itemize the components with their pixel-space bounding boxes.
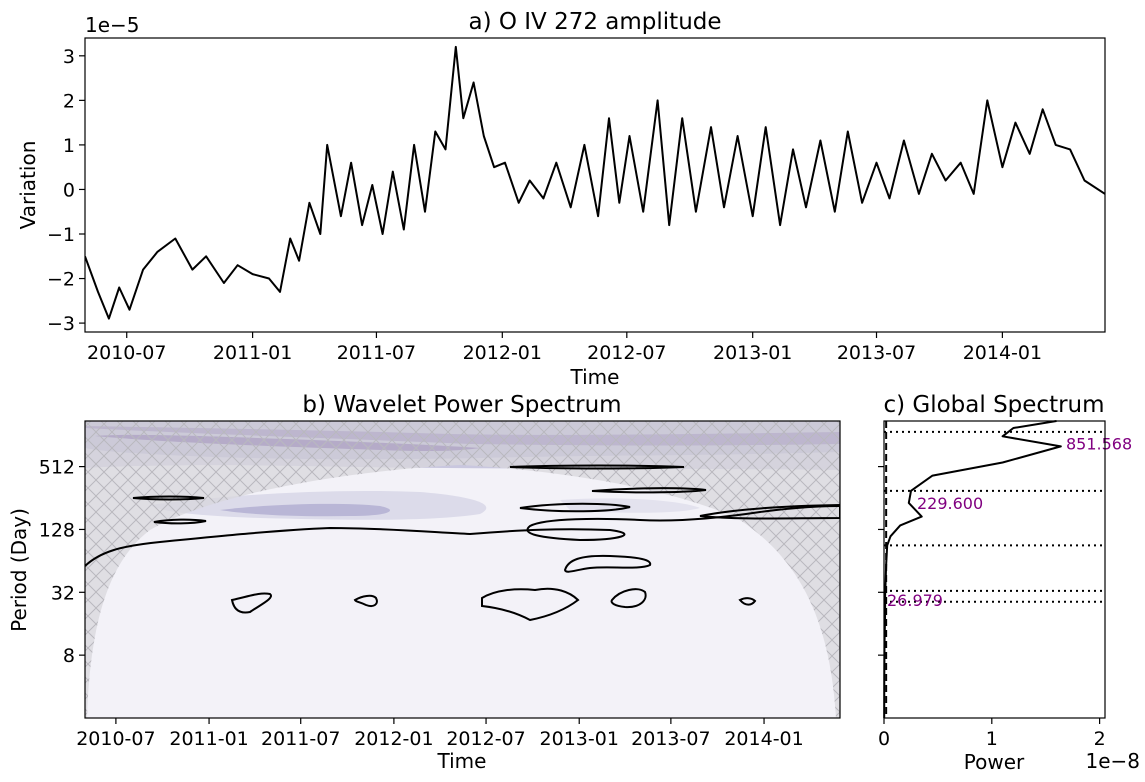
panel-c-x-label: Power [964, 750, 1025, 774]
x-tick-label: 2014-01 [963, 342, 1042, 364]
y-tick-label: −3 [47, 313, 75, 335]
x-tick-label: 2014-01 [724, 728, 803, 750]
contour-512 [509, 464, 685, 470]
panel-b-y-ticks: 512 128 32 8 [39, 457, 85, 667]
y-tick-label: 3 [63, 46, 75, 68]
wavelet-band-128-inner [220, 503, 390, 517]
x-tick-label: 2012-01 [354, 728, 433, 750]
panel-a-y-ticks: 3 2 1 0 −1 −2 −3 [47, 46, 85, 335]
contour-28-d [610, 588, 647, 609]
x-tick-label: 1 [986, 728, 998, 750]
panel-a-x-label: Time [570, 365, 620, 389]
x-tick-label: 2013-07 [631, 728, 710, 750]
x-tick-label: 2011-01 [169, 728, 248, 750]
y-tick-label: 32 [51, 582, 75, 604]
contour-left-400 [132, 495, 205, 501]
variation-series-line [85, 45, 1105, 320]
contour-main [85, 505, 840, 567]
x-tick-label: 2011-07 [261, 728, 340, 750]
panel-a-x-ticks: 2010-07 2011-01 2011-07 2012-01 2012-07 2013-… [87, 332, 1042, 364]
panel-c-x-ticks: 0 1 2 [878, 718, 1106, 750]
time-series-panel: a) O IV 272 amplitude 1e−5 2010-07 2011-0… [16, 9, 1106, 389]
x-tick-label: 2012-07 [446, 728, 525, 750]
cone-of-influence-hatch [85, 421, 840, 718]
panel-c-x-multiplier: 1e−8 [1085, 749, 1140, 773]
x-tick-label: 2013-07 [837, 342, 916, 364]
significance-contours [85, 464, 840, 622]
panel-b-title: b) Wavelet Power Spectrum [302, 392, 621, 418]
y-tick-label: 512 [39, 457, 75, 479]
x-tick-label: 2012-07 [587, 342, 666, 364]
contour-28-a [230, 592, 272, 614]
contour-28-e [738, 597, 757, 606]
y-tick-label: 128 [39, 519, 75, 541]
y-tick-label: −1 [47, 224, 75, 246]
panel-b-x-ticks: 2010-07 2011-01 2011-07 2012-01 2012-07 2013-… [76, 718, 804, 750]
panel-c-y-ticks [878, 466, 884, 656]
x-tick-label: 0 [878, 728, 890, 750]
x-tick-label: 2011-07 [337, 342, 416, 364]
contour-right-upper [699, 503, 840, 520]
contour-left-160 [153, 518, 207, 525]
panel-b-frame [84, 420, 841, 719]
wavelet-panel: b) Wavelet Power Spectrum [7, 392, 841, 773]
panel-b-y-label: Period (Day) [7, 508, 31, 632]
x-tick-label: 2 [1094, 728, 1106, 750]
global-spectrum-plot: 851.568 229.600 26.979 [883, 420, 1132, 719]
contour-230 [519, 502, 631, 513]
panel-a-frame [84, 37, 1106, 333]
contour-28-c [481, 587, 580, 622]
x-tick-label: 2012-01 [463, 342, 542, 364]
panel-a-y-label: Variation [16, 141, 40, 230]
peak-period-label: 26.979 [887, 591, 943, 610]
global-spectrum-line [883, 420, 1062, 719]
x-tick-label: 2010-07 [87, 342, 166, 364]
contour-28-b [353, 594, 378, 608]
x-tick-label: 2011-01 [213, 342, 292, 364]
peak-period-label: 851.568 [1066, 435, 1132, 454]
panel-c-frame [883, 420, 1106, 719]
panel-b-x-label: Time [437, 749, 487, 773]
y-tick-label: 0 [63, 179, 75, 201]
contour-64 [563, 554, 652, 573]
global-spectrum-panel: c) Global Spectrum 851.568229.60026.979 … [878, 392, 1140, 774]
y-tick-label: −2 [47, 269, 75, 291]
x-tick-label: 2013-01 [713, 342, 792, 364]
panel-a-title: a) O IV 272 amplitude [468, 9, 721, 35]
y-tick-label: 2 [63, 90, 75, 112]
x-tick-label: 2013-01 [540, 728, 619, 750]
wavelet-plot [85, 421, 840, 718]
y-tick-label: 8 [63, 645, 75, 667]
peak-period-label: 229.600 [917, 494, 983, 513]
contour-350 [591, 487, 707, 494]
time-series-plot [85, 45, 1105, 320]
x-tick-label: 2010-07 [76, 728, 155, 750]
y-tick-label: 1 [63, 135, 75, 157]
panel-c-title: c) Global Spectrum [883, 392, 1104, 418]
wavelet-band-right [560, 498, 700, 513]
panel-a-y-multiplier: 1e−5 [85, 13, 140, 37]
